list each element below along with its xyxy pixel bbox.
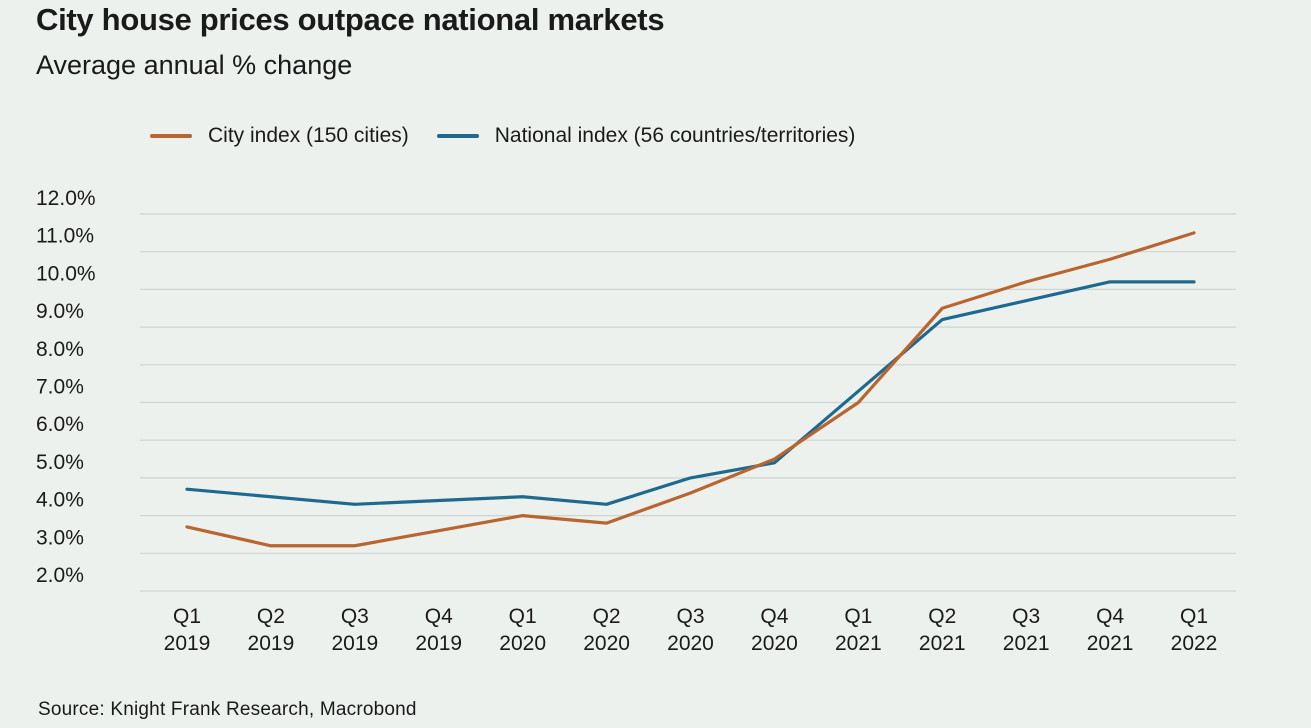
x-tick-label: Q3 xyxy=(341,605,369,628)
legend-label-national: National index (56 countries/territories… xyxy=(494,124,856,147)
y-tick-label: 12.0% xyxy=(36,187,96,210)
x-tick-label: Q4 xyxy=(1096,605,1124,628)
x-tick-label: 2021 xyxy=(835,632,882,655)
y-tick-label: 11.0% xyxy=(36,225,94,248)
legend-label-city: City index (150 cities) xyxy=(208,124,409,147)
x-tick-label: 2021 xyxy=(919,632,966,655)
x-tick-label: 2022 xyxy=(1171,632,1218,655)
x-tick-label: 2021 xyxy=(1087,632,1134,655)
y-tick-label: 9.0% xyxy=(36,300,84,323)
y-tick-label: 3.0% xyxy=(36,526,84,549)
series-line-national xyxy=(185,280,1196,506)
x-tick-label: 2020 xyxy=(751,632,798,655)
x-tick-label: 2019 xyxy=(331,632,378,655)
x-tick-label: 2020 xyxy=(583,632,630,655)
x-tick-label: Q1 xyxy=(509,605,537,628)
x-tick-label: Q4 xyxy=(425,605,453,628)
x-tick-label: 2020 xyxy=(667,632,714,655)
x-tick-label: 2021 xyxy=(1003,632,1050,655)
legend-swatch-national xyxy=(436,134,479,138)
source-note: Source: Knight Frank Research, Macrobond xyxy=(38,699,417,720)
x-tick-label: 2020 xyxy=(499,632,546,655)
y-tick-label: 4.0% xyxy=(36,489,84,512)
x-tick-label: Q3 xyxy=(1012,605,1040,628)
legend-swatch-city xyxy=(150,134,192,138)
y-tick-label: 8.0% xyxy=(36,338,84,361)
x-tick-label: 2019 xyxy=(248,632,295,655)
x-tick-label: Q4 xyxy=(760,605,788,628)
y-tick-label: 10.0% xyxy=(36,262,96,285)
series-line-city xyxy=(185,231,1196,548)
legend-item-city: City index (150 cities) xyxy=(150,124,409,148)
x-tick-label: Q2 xyxy=(257,605,285,628)
y-tick-label: 5.0% xyxy=(36,451,84,474)
y-tick-label: 2.0% xyxy=(36,564,84,587)
chart-legend: City index (150 cities) National index (… xyxy=(150,124,883,148)
x-tick-label: 2019 xyxy=(415,632,462,655)
x-tick-label: Q1 xyxy=(173,605,201,628)
x-tick-label: 2019 xyxy=(164,632,211,655)
x-tick-label: Q3 xyxy=(676,605,704,628)
x-tick-label: Q2 xyxy=(593,605,621,628)
y-tick-label: 6.0% xyxy=(36,413,84,436)
x-tick-label: Q2 xyxy=(928,605,956,628)
x-tick-label: Q1 xyxy=(844,605,872,628)
legend-item-national: National index (56 countries/territories… xyxy=(436,124,856,148)
chart-subtitle: Average annual % change xyxy=(36,50,353,80)
chart-title: City house prices outpace national marke… xyxy=(36,2,665,37)
x-tick-label: Q1 xyxy=(1180,605,1208,628)
y-tick-label: 7.0% xyxy=(36,376,84,399)
